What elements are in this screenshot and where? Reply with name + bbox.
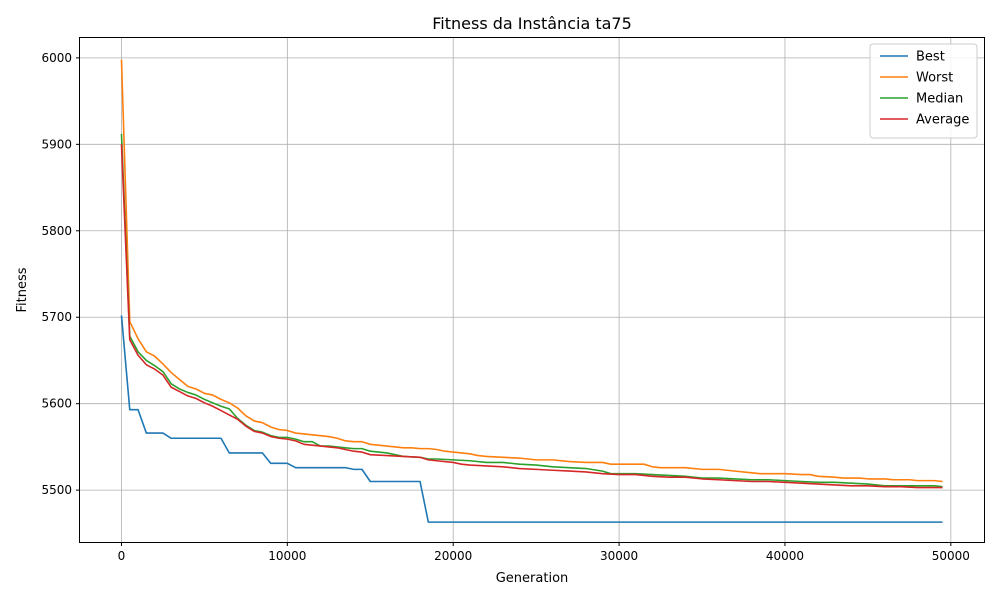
y-tick-label: 5800 bbox=[41, 224, 72, 238]
chart-title: Fitness da Instância ta75 bbox=[432, 14, 632, 33]
legend-label-median: Median bbox=[916, 92, 963, 107]
x-tick-label: 10000 bbox=[268, 549, 306, 563]
legend-box bbox=[869, 43, 978, 139]
x-tick-label: 40000 bbox=[766, 549, 804, 563]
y-tick-label: 5500 bbox=[41, 483, 72, 497]
series-line-worst bbox=[120, 59, 943, 483]
x-axis-ticks: 0 10000 20000 30000 40000 50000 bbox=[118, 542, 970, 563]
x-tick-label: 50000 bbox=[932, 549, 970, 563]
x-axis-title: Generation bbox=[496, 571, 569, 586]
y-axis-title: Fitness bbox=[15, 267, 30, 312]
y-tick-label: 5900 bbox=[41, 137, 72, 151]
y-tick-label: 6000 bbox=[41, 51, 72, 65]
y-tick-label: 5700 bbox=[41, 310, 72, 324]
legend-label-average: Average bbox=[916, 113, 969, 128]
series-line-best bbox=[120, 315, 943, 523]
x-tick-label: 30000 bbox=[600, 549, 638, 563]
x-tick-label: 20000 bbox=[434, 549, 472, 563]
x-tick-label: 0 bbox=[118, 549, 126, 563]
legend-label-best: Best bbox=[916, 50, 945, 65]
legend: Best Worst Median Average bbox=[869, 43, 978, 139]
series-layer bbox=[120, 59, 943, 523]
legend-label-worst: Worst bbox=[916, 71, 953, 86]
series-line-average bbox=[120, 144, 943, 489]
y-axis-ticks: 5500 5600 5700 5800 5900 6000 bbox=[41, 51, 80, 497]
y-tick-label: 5600 bbox=[41, 397, 72, 411]
plot-frame bbox=[79, 37, 985, 543]
